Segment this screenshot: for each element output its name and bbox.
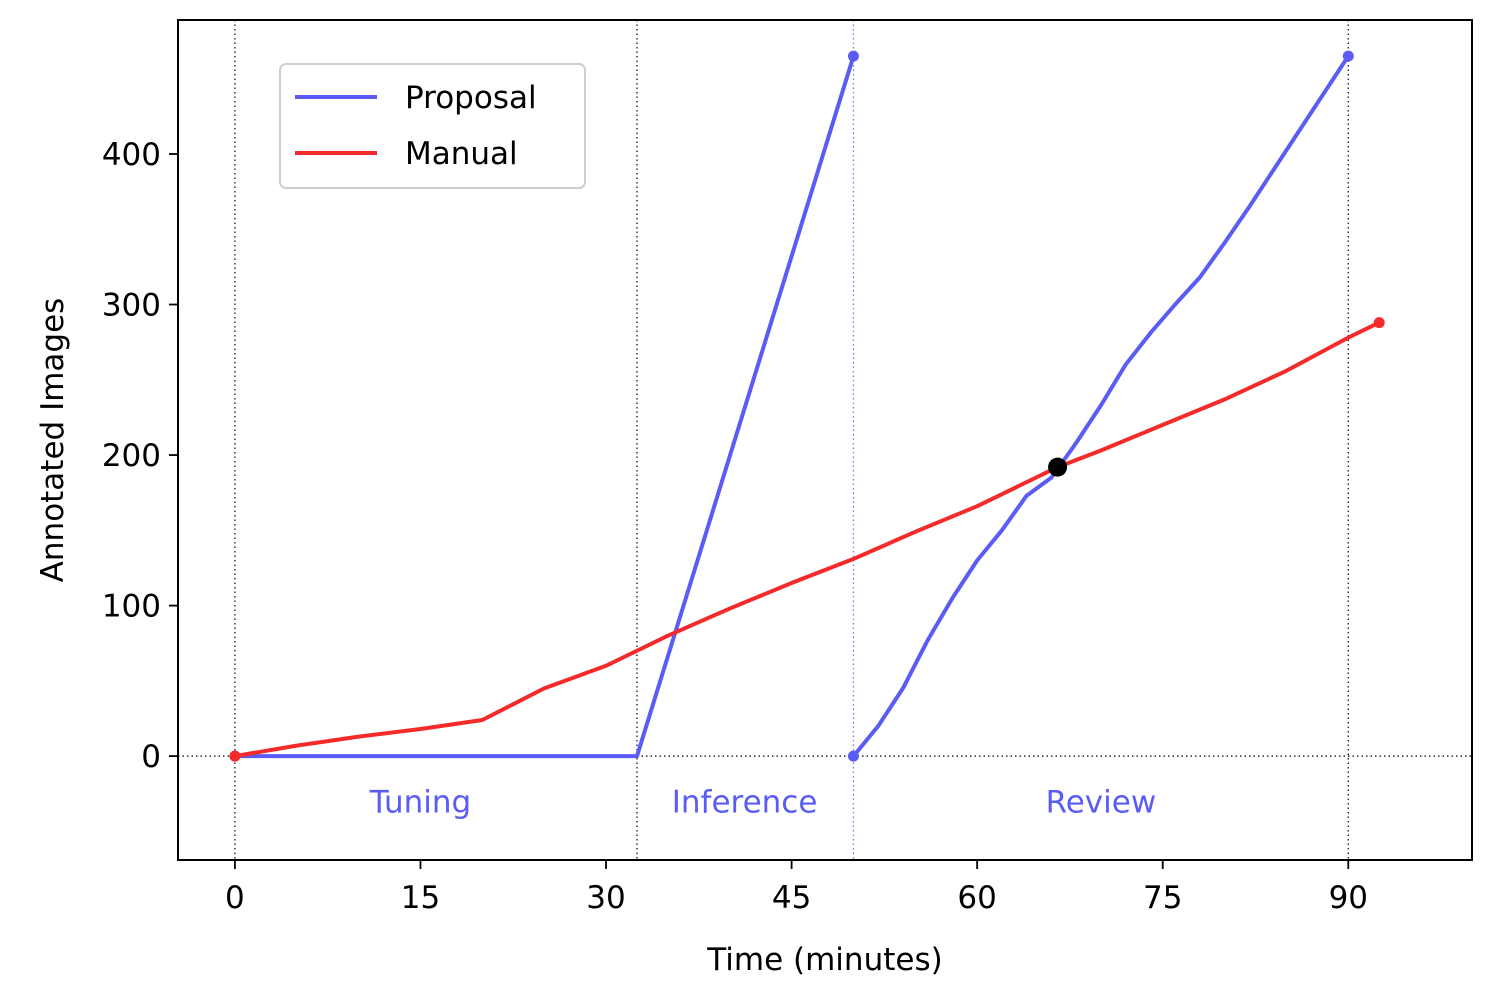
x-tick-label-90: 90 bbox=[1329, 880, 1368, 916]
manual-endpoint-0-end bbox=[1373, 317, 1385, 329]
x-axis-label: Time (minutes) bbox=[706, 942, 942, 978]
plot-border bbox=[177, 19, 1473, 861]
crossover-marker-0 bbox=[1048, 457, 1068, 477]
proposal-series-line-0 bbox=[232, 54, 856, 759]
x-tick-label-30: 30 bbox=[586, 880, 625, 916]
plot-frame bbox=[177, 19, 1473, 861]
proposal-series-line-1 bbox=[851, 54, 1351, 759]
marker-layer bbox=[1048, 457, 1068, 477]
x-tick-label-75: 75 bbox=[1143, 880, 1182, 916]
y-axis-label: Annotated Images bbox=[35, 298, 71, 583]
x-tick-label-15: 15 bbox=[401, 880, 440, 916]
phase-label-tuning: Tuning bbox=[369, 784, 471, 820]
manual-endpoint-0-start bbox=[229, 750, 241, 762]
x-tick-label-60: 60 bbox=[957, 880, 996, 916]
legend-label-proposal: Proposal bbox=[405, 80, 537, 116]
legend: Proposal Manual bbox=[279, 63, 586, 189]
reference-lines bbox=[178, 20, 1472, 860]
phase-label-review: Review bbox=[1046, 784, 1157, 820]
proposal-endpoint-1-end bbox=[1342, 50, 1354, 62]
y-tick-label-300: 300 bbox=[102, 288, 161, 324]
y-tick-label-200: 200 bbox=[102, 438, 161, 474]
proposal-endpoint-0-end bbox=[847, 50, 859, 62]
y-axis: 0 100 200 300 400 bbox=[102, 137, 178, 775]
x-tick-label-0: 0 bbox=[225, 880, 245, 916]
phase-annotations: Tuning Inference Review bbox=[369, 784, 1156, 820]
manual-series-line-0 bbox=[232, 320, 1382, 759]
y-tick-label-100: 100 bbox=[102, 589, 161, 625]
y-tick-label-0: 0 bbox=[141, 739, 161, 775]
y-tick-label-400: 400 bbox=[102, 137, 161, 173]
series-layer bbox=[229, 50, 1385, 762]
x-tick-label-45: 45 bbox=[772, 880, 811, 916]
proposal-endpoint-1-start bbox=[847, 750, 859, 762]
x-axis: 0 15 30 45 60 75 90 bbox=[225, 860, 1368, 916]
legend-label-manual: Manual bbox=[405, 136, 518, 172]
phase-label-inference: Inference bbox=[672, 784, 818, 820]
